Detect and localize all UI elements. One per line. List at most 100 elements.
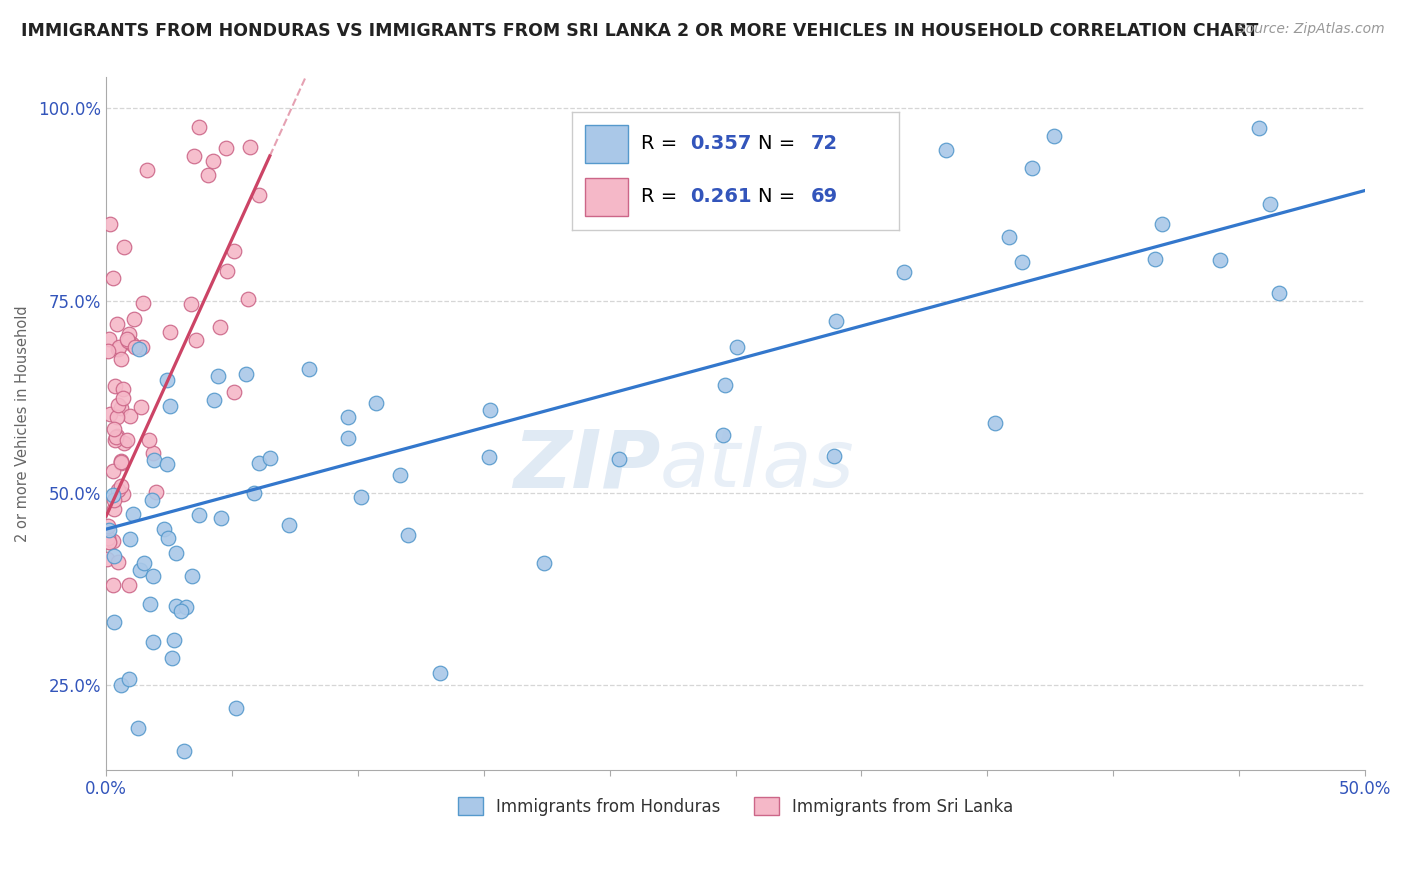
Point xyxy=(714,377,737,392)
Point xyxy=(107,342,129,356)
Point xyxy=(479,403,502,417)
Point xyxy=(107,398,129,412)
Point xyxy=(183,149,205,163)
Point xyxy=(105,317,128,331)
Point xyxy=(259,451,281,466)
Point xyxy=(170,604,193,618)
Point xyxy=(120,409,142,423)
Point xyxy=(165,599,187,613)
Point xyxy=(1258,197,1281,211)
Point xyxy=(121,507,143,521)
Point xyxy=(118,672,141,686)
Point xyxy=(129,563,152,577)
Point xyxy=(217,263,239,277)
Point xyxy=(110,678,132,692)
Point xyxy=(156,458,179,472)
Point xyxy=(165,546,187,560)
Point xyxy=(159,325,181,339)
Point xyxy=(122,312,145,326)
Point xyxy=(118,578,141,592)
Point xyxy=(533,556,555,570)
Point xyxy=(197,168,219,182)
Point xyxy=(336,432,359,446)
Point xyxy=(131,296,153,310)
Point xyxy=(98,534,121,549)
Point xyxy=(180,297,202,311)
Point xyxy=(187,508,209,522)
Point xyxy=(96,552,118,566)
Point xyxy=(984,416,1007,430)
Text: atlas: atlas xyxy=(659,426,855,504)
Point xyxy=(207,368,229,383)
Point xyxy=(242,485,264,500)
Point xyxy=(607,451,630,466)
Point xyxy=(160,650,183,665)
Point xyxy=(103,422,125,436)
Point xyxy=(97,343,120,358)
Point xyxy=(1021,161,1043,176)
Point xyxy=(105,410,128,425)
Point xyxy=(104,379,127,393)
Point xyxy=(721,192,744,206)
Point xyxy=(134,556,156,570)
Point xyxy=(935,143,957,157)
Point xyxy=(107,483,129,497)
Point xyxy=(97,535,120,549)
Point xyxy=(101,464,124,478)
Point xyxy=(1143,252,1166,266)
Point xyxy=(104,434,127,448)
Point xyxy=(128,343,150,357)
Point xyxy=(110,453,132,467)
Point xyxy=(142,568,165,582)
Point xyxy=(1011,254,1033,268)
Point xyxy=(120,532,142,546)
Point xyxy=(97,531,120,545)
Point xyxy=(136,162,159,177)
Point xyxy=(1209,252,1232,267)
Point xyxy=(225,701,247,715)
Point xyxy=(121,336,143,351)
Text: ZIP: ZIP xyxy=(513,426,659,504)
Point xyxy=(110,351,132,366)
Point xyxy=(97,523,120,537)
Point xyxy=(389,467,412,482)
Point xyxy=(107,554,129,568)
Y-axis label: 2 or more Vehicles in Household: 2 or more Vehicles in Household xyxy=(15,305,30,542)
Point xyxy=(97,332,120,346)
Point xyxy=(101,270,124,285)
Point xyxy=(111,486,134,500)
Text: Source: ZipAtlas.com: Source: ZipAtlas.com xyxy=(1237,22,1385,37)
Point xyxy=(1268,286,1291,301)
Point xyxy=(139,598,162,612)
Point xyxy=(824,314,846,328)
Point xyxy=(713,428,735,442)
Point xyxy=(725,340,748,354)
Point xyxy=(104,430,127,444)
Point xyxy=(1150,217,1173,231)
Point xyxy=(174,599,197,614)
Point xyxy=(396,528,419,542)
Point xyxy=(429,666,451,681)
Point xyxy=(180,569,202,583)
Point xyxy=(350,490,373,504)
Point xyxy=(1043,128,1066,143)
Point xyxy=(188,120,211,134)
Text: IMMIGRANTS FROM HONDURAS VS IMMIGRANTS FROM SRI LANKA 2 OR MORE VEHICLES IN HOUS: IMMIGRANTS FROM HONDURAS VS IMMIGRANTS F… xyxy=(21,22,1258,40)
Point xyxy=(111,392,134,406)
Point xyxy=(823,449,845,463)
Point xyxy=(298,362,321,376)
Point xyxy=(247,456,270,470)
Point xyxy=(236,292,259,306)
Point xyxy=(117,334,139,348)
Point xyxy=(110,455,132,469)
Point xyxy=(202,393,225,408)
Point xyxy=(141,493,163,508)
Point xyxy=(110,401,132,416)
Point xyxy=(222,385,245,400)
Point xyxy=(247,188,270,202)
Point xyxy=(112,436,135,450)
Point xyxy=(129,401,152,415)
Point xyxy=(112,240,135,254)
Legend: Immigrants from Honduras, Immigrants from Sri Lanka: Immigrants from Honduras, Immigrants fro… xyxy=(450,789,1022,824)
Point xyxy=(337,410,360,425)
